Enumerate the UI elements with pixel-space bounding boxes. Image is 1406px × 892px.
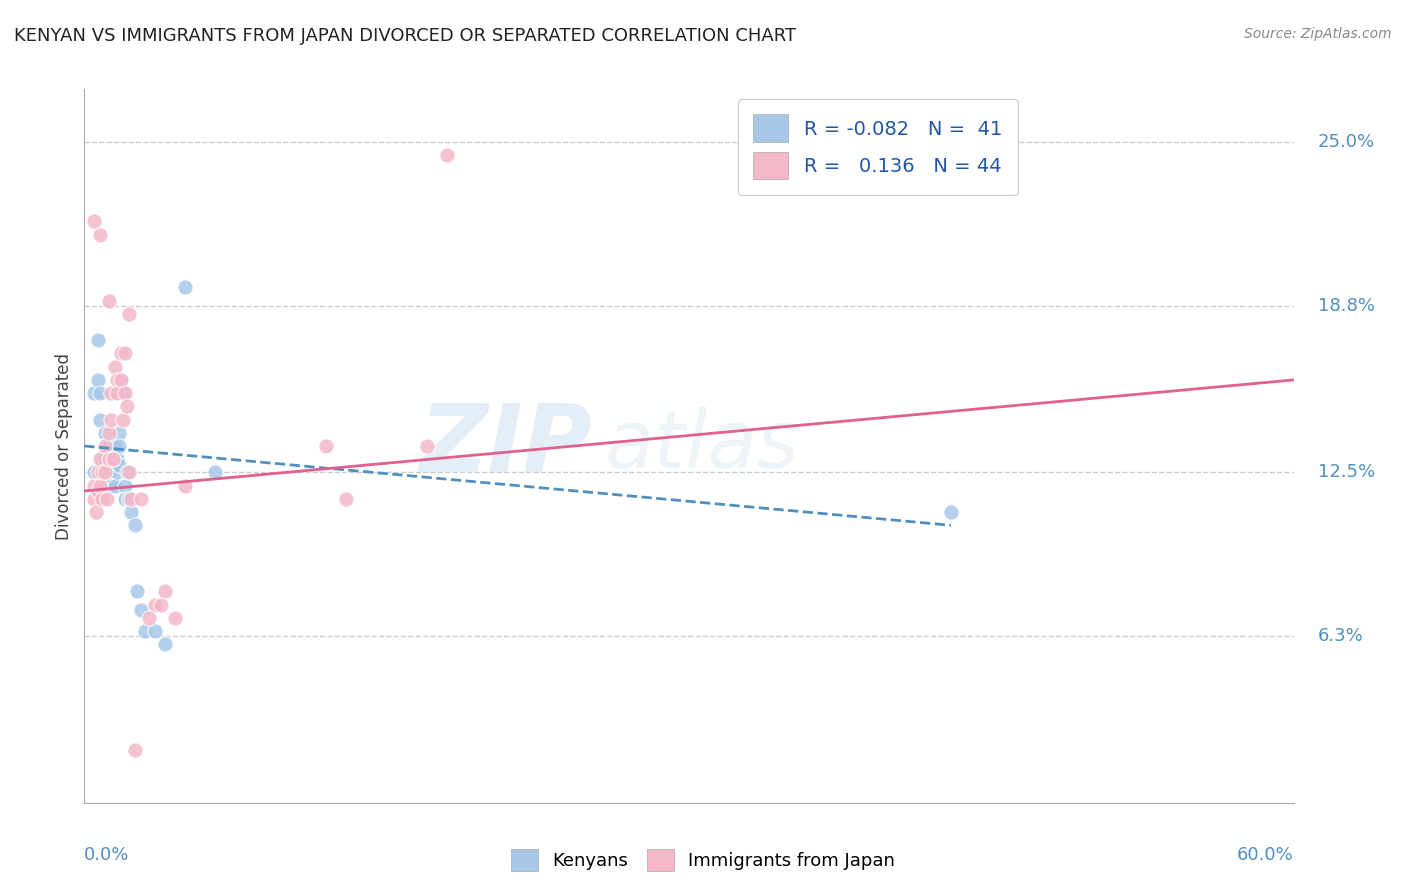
Point (143, 598, 166, 612)
Point (89, 478, 111, 492)
Point (129, 491, 152, 506)
Point (89, 412, 111, 426)
Point (87, 373, 110, 387)
Text: 60.0%: 60.0% (1237, 846, 1294, 863)
Point (315, 439, 337, 453)
Point (104, 478, 127, 492)
Point (93, 478, 115, 492)
Point (91, 466, 114, 480)
Point (105, 386, 128, 401)
Point (110, 373, 132, 387)
Text: atlas: atlas (605, 407, 799, 485)
Point (335, 491, 357, 506)
Point (93, 425, 115, 440)
Point (120, 491, 142, 506)
Point (143, 624, 166, 638)
Text: KENYAN VS IMMIGRANTS FROM JAPAN DIVORCED OR SEPARATED CORRELATION CHART: KENYAN VS IMMIGRANTS FROM JAPAN DIVORCED… (14, 27, 796, 45)
Point (149, 598, 172, 612)
Point (107, 458, 129, 472)
Point (104, 458, 127, 472)
Y-axis label: Divorced or Separated: Divorced or Separated (55, 352, 73, 540)
Point (93, 466, 115, 480)
Text: 25.0%: 25.0% (1317, 133, 1375, 151)
Point (97, 439, 120, 453)
Point (436, 148, 458, 162)
Point (118, 491, 141, 506)
Point (91, 491, 114, 506)
Point (87, 483, 110, 498)
Point (107, 439, 129, 453)
Point (115, 466, 138, 480)
Point (111, 386, 134, 401)
Point (89, 452, 111, 467)
Point (124, 743, 146, 757)
Point (114, 386, 136, 401)
Point (100, 386, 122, 401)
Point (83, 214, 105, 228)
Point (104, 439, 127, 453)
Point (96, 491, 118, 506)
Point (153, 584, 176, 599)
Point (105, 466, 128, 480)
Point (110, 373, 132, 387)
Point (124, 518, 146, 533)
Text: Source: ZipAtlas.com: Source: ZipAtlas.com (1244, 27, 1392, 41)
Text: 12.5%: 12.5% (1317, 464, 1375, 482)
Legend: Kenyans, Immigrants from Japan: Kenyans, Immigrants from Japan (503, 842, 903, 879)
Point (91, 458, 114, 472)
Point (105, 452, 128, 467)
Text: 0.0%: 0.0% (84, 846, 129, 863)
Point (111, 412, 134, 426)
Point (114, 478, 136, 492)
Point (125, 584, 148, 599)
Point (83, 386, 105, 401)
Point (97, 425, 120, 440)
Text: 18.8%: 18.8% (1317, 297, 1375, 315)
Point (83, 491, 105, 506)
Point (87, 333, 110, 347)
Point (939, 505, 962, 519)
Point (93, 439, 115, 453)
Point (114, 346, 136, 360)
Point (416, 439, 439, 453)
Point (86, 505, 108, 519)
Point (115, 400, 138, 414)
Point (83, 466, 105, 480)
Point (153, 637, 176, 651)
Point (118, 307, 141, 321)
Point (101, 452, 124, 467)
Point (87, 466, 110, 480)
Point (89, 227, 111, 242)
Point (165, 611, 187, 625)
Point (114, 491, 136, 506)
Point (174, 280, 197, 294)
Point (204, 466, 226, 480)
Point (120, 505, 142, 519)
Point (104, 359, 127, 374)
Point (93, 452, 115, 467)
Point (174, 478, 197, 492)
Point (105, 373, 128, 387)
Point (100, 452, 122, 467)
Point (129, 603, 152, 617)
Point (83, 478, 105, 492)
Point (107, 425, 129, 440)
Point (93, 466, 115, 480)
Point (118, 466, 141, 480)
Point (97, 452, 120, 467)
Point (100, 412, 122, 426)
Point (138, 611, 160, 625)
Point (97, 293, 120, 308)
Point (91, 452, 114, 467)
Point (89, 386, 111, 401)
Point (100, 478, 122, 492)
Legend: R = -0.082   N =  41, R =   0.136   N = 44: R = -0.082 N = 41, R = 0.136 N = 44 (738, 99, 1018, 194)
Text: 6.3%: 6.3% (1317, 627, 1364, 645)
Text: ZIP: ZIP (419, 400, 592, 492)
Point (134, 624, 156, 638)
Point (110, 346, 132, 360)
Point (97, 466, 120, 480)
